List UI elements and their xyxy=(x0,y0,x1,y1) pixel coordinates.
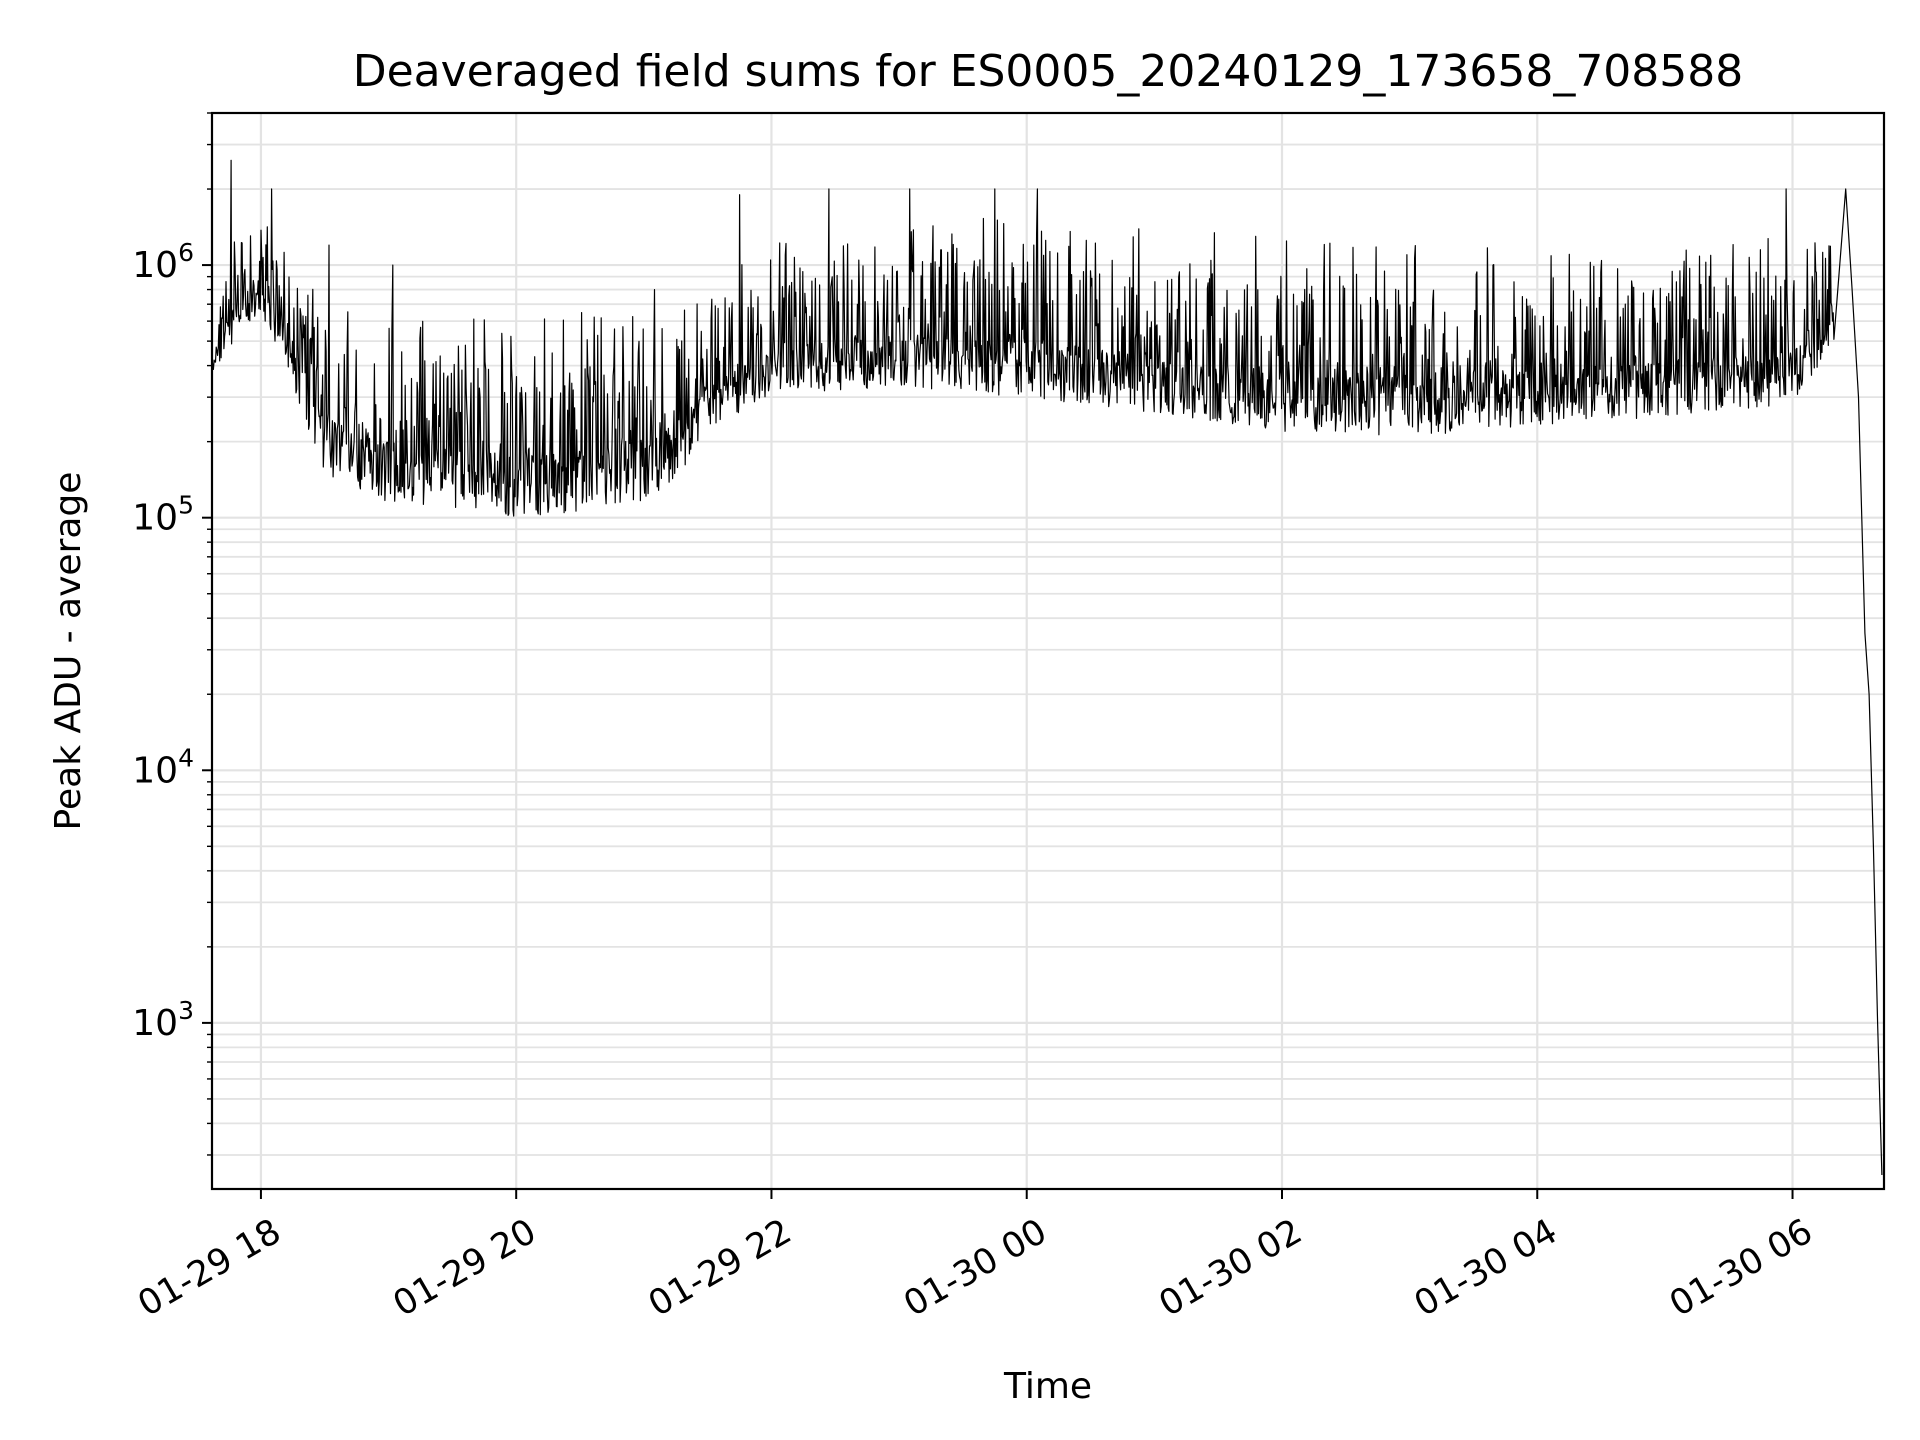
plot-frame xyxy=(210,111,1886,1191)
chart-title: Deaveraged field sums for ES0005_2024012… xyxy=(353,46,1744,97)
x-axis-label: Time xyxy=(1003,1366,1092,1407)
plot-data xyxy=(211,159,1883,1176)
series-line xyxy=(211,159,1883,1176)
y-axis-label: Peak ADU - average xyxy=(48,472,89,831)
y-tick-label: 105 xyxy=(132,491,194,539)
y-tick-label: 106 xyxy=(132,238,194,286)
y-tick-label: 103 xyxy=(132,996,194,1044)
y-tick-label: 104 xyxy=(132,743,194,791)
